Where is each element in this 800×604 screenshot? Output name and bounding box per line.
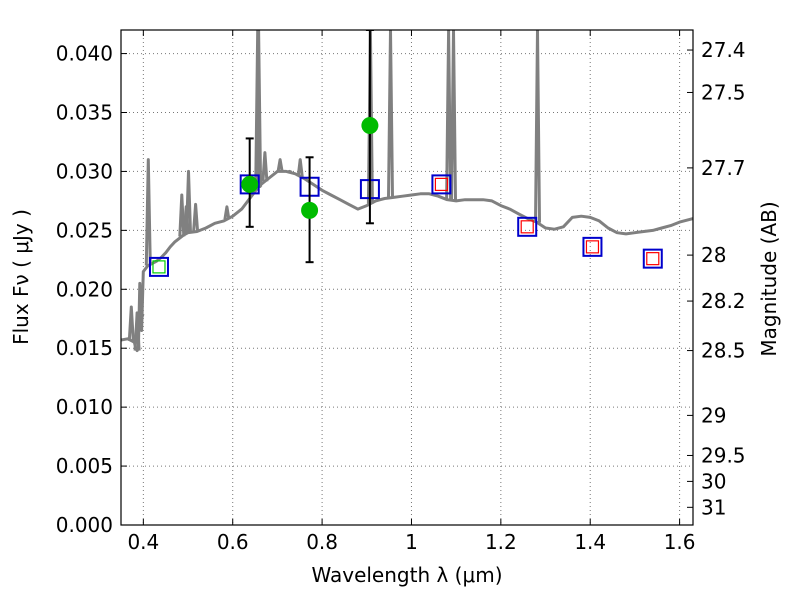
y-tick-label: 0.025 (56, 218, 113, 242)
nir-flux-box (646, 252, 660, 266)
y2-tick-label: 29.5 (701, 443, 746, 467)
y2-tick-label: 27.4 (701, 38, 746, 62)
y-tick-label: 0.020 (56, 277, 113, 301)
x-tick-label: 0.6 (217, 530, 249, 554)
emission-line-spike (192, 202, 200, 232)
model-flux-box (148, 256, 169, 277)
x-tick-label: 1 (405, 530, 418, 554)
ticks: 0.4 0.6 0.8 1 1.2 1.4 1.6 0.000 0.005 0.010 0.015 0… (56, 30, 746, 554)
emission-line-spike (133, 311, 141, 351)
emission-line-spike (255, 30, 263, 187)
emission-line-spike (223, 205, 231, 220)
y-tick-label: 0.000 (56, 513, 113, 537)
emission-line-spike (534, 30, 541, 223)
model-flux-box (431, 174, 452, 195)
emission-line-spike (286, 169, 293, 174)
nir-flux-box (434, 177, 449, 191)
emission-line-spike (450, 30, 457, 201)
nir-flux-box (585, 240, 600, 254)
model-flux-box (517, 216, 538, 237)
emission-line-spike (387, 30, 394, 198)
y-tick-label: 0.005 (56, 454, 113, 478)
model-spectrum-line (121, 169, 693, 353)
emission-line-spike (144, 158, 152, 266)
model-flux-box (642, 248, 663, 269)
grid (121, 30, 693, 526)
y2-tick-label: 28.5 (701, 339, 746, 363)
emission-line-spike (445, 30, 453, 200)
x-tick-label: 0.8 (306, 530, 338, 554)
emission-line-spike (276, 158, 284, 172)
x-tick-label: 0.4 (127, 530, 159, 554)
model-flux-box (582, 236, 603, 257)
y2-tick-label: 28.2 (701, 289, 746, 313)
emission-line-spike (178, 193, 186, 237)
y-tick-label: 0.040 (56, 42, 113, 66)
emission-line-spike (185, 169, 192, 233)
x-tick-label: 1.4 (574, 530, 606, 554)
y-tick-label: 0.035 (56, 101, 113, 125)
photometry-point (361, 116, 379, 134)
y-tick-label: 0.010 (56, 395, 113, 419)
y2-tick-label: 28 (701, 243, 726, 267)
x-tick-label: 1.6 (664, 530, 696, 554)
y2-axis-label: Magnitude (AB) (757, 201, 781, 356)
y-axis-label: Flux Fν ( μJy ) (9, 209, 33, 345)
plot-frame (120, 29, 694, 526)
x-tick-label: 1.2 (485, 530, 517, 554)
y2-tick-label: 29 (701, 403, 726, 427)
nir-flux-box (520, 220, 534, 234)
emission-line-spike (261, 151, 269, 182)
emission-line-spike (127, 305, 135, 341)
emission-line-spike (296, 158, 304, 177)
optical-flux-box (152, 260, 166, 274)
y2-tick-label: 27.5 (701, 80, 746, 104)
x-axis-label: Wavelength λ (μm) (311, 563, 502, 587)
photometry-point (241, 175, 259, 193)
data-layer (121, 30, 693, 353)
y2-tick-label: 31 (701, 495, 726, 519)
y-tick-label: 0.030 (56, 159, 113, 183)
y2-tick-label: 27.7 (701, 156, 746, 180)
emission-line-spike (139, 313, 145, 318)
y-tick-label: 0.015 (56, 336, 113, 360)
photometry-point (301, 201, 319, 219)
y2-tick-label: 30 (701, 469, 726, 493)
